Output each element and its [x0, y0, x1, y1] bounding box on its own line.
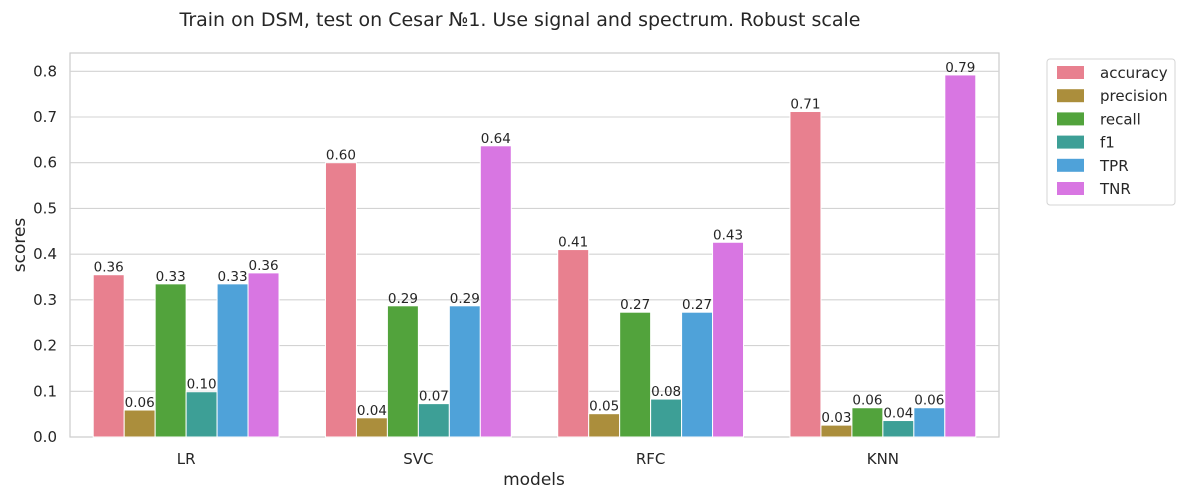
x-axis-label: models [503, 470, 565, 490]
bar-value-label: 0.06 [914, 393, 944, 409]
y-tick-label: 0.5 [33, 199, 57, 217]
bars-group [92, 74, 977, 438]
bar-tpr [448, 305, 481, 438]
bar-value-label: 0.27 [620, 297, 650, 313]
y-tick-label: 0.1 [33, 382, 57, 400]
legend-swatch [1057, 66, 1084, 79]
bar-recall [386, 305, 419, 438]
bar-labels-group: 0.360.060.330.100.330.360.600.040.290.07… [94, 60, 976, 426]
bar-f1 [417, 403, 450, 438]
bar-recall [154, 283, 187, 438]
legend-swatch [1057, 158, 1084, 172]
bar-value-label: 0.27 [682, 297, 712, 313]
bar-value-label: 0.29 [450, 291, 480, 307]
legend-label: precision [1100, 87, 1168, 105]
bar-tpr [216, 283, 249, 438]
x-axis-ticks: LR SVC RFC KNN [177, 450, 899, 468]
chart-title: Train on DSM, test on Cesar №1. Use sign… [179, 9, 861, 31]
bar-precision [355, 417, 388, 438]
legend: accuracy precision recall f1 TPR TNR [1046, 58, 1176, 206]
x-tick-label: SVC [403, 450, 433, 468]
legend-label: TPR [1099, 157, 1129, 175]
bar-value-label: 0.60 [326, 148, 356, 164]
bar-tpr [681, 311, 714, 438]
bar-f1 [882, 420, 915, 438]
bar-value-label: 0.03 [821, 410, 851, 426]
y-tick-label: 0.2 [33, 337, 57, 355]
x-tick-label: RFC [636, 450, 666, 468]
bar-accuracy [324, 162, 357, 438]
legend-swatch [1057, 112, 1084, 126]
bar-precision [588, 413, 621, 438]
y-tick-label: 0.3 [33, 291, 57, 309]
bar-tnr [479, 145, 512, 438]
y-tick-label: 0.4 [33, 245, 57, 263]
y-tick-label: 0.7 [33, 108, 57, 126]
bar-recall [619, 311, 652, 438]
y-tick-label: 0.0 [33, 428, 57, 446]
bar-value-label: 0.36 [94, 260, 124, 276]
bar-value-label: 0.33 [218, 269, 248, 285]
legend-label: TNR [1099, 180, 1131, 198]
bar-value-label: 0.10 [187, 377, 217, 393]
bar-tnr [247, 272, 280, 438]
bar-value-label: 0.71 [790, 97, 820, 113]
legend-swatch [1057, 135, 1084, 149]
legend-swatch [1057, 182, 1084, 195]
bar-value-label: 0.41 [558, 235, 588, 251]
legend-label: f1 [1100, 134, 1115, 152]
bar-value-label: 0.06 [852, 393, 882, 409]
bar-precision [820, 424, 853, 438]
x-tick-label: KNN [867, 450, 899, 468]
bar-value-label: 0.06 [125, 395, 155, 411]
bar-tnr [944, 74, 977, 438]
bar-accuracy [557, 249, 590, 438]
x-tick-label: LR [177, 450, 196, 468]
bar-tpr [913, 407, 946, 438]
bar-value-label: 0.04 [357, 403, 387, 419]
bar-value-label: 0.04 [883, 406, 913, 422]
bar-value-label: 0.64 [481, 131, 511, 147]
bar-value-label: 0.33 [156, 269, 186, 285]
y-tick-label: 0.8 [33, 62, 57, 80]
legend-label: recall [1100, 110, 1141, 128]
bar-value-label: 0.79 [945, 60, 975, 76]
bar-tnr [712, 241, 745, 438]
bar-recall [851, 407, 884, 438]
bar-value-label: 0.08 [651, 384, 681, 400]
bar-precision [123, 409, 156, 438]
bar-value-label: 0.43 [713, 227, 743, 243]
bar-value-label: 0.29 [388, 291, 418, 307]
bar-value-label: 0.05 [589, 399, 619, 415]
y-axis-label: scores [10, 218, 30, 273]
bar-f1 [650, 398, 683, 438]
legend-label: accuracy [1100, 64, 1168, 82]
bar-accuracy [789, 111, 822, 438]
bar-value-label: 0.07 [419, 389, 449, 405]
bar-f1 [185, 391, 218, 438]
bar-accuracy [92, 274, 125, 438]
legend-swatch [1057, 89, 1084, 103]
y-tick-label: 0.6 [33, 154, 57, 172]
bar-value-label: 0.36 [249, 258, 279, 274]
y-axis-ticks: 0.0 0.1 0.2 0.3 0.4 0.5 0.6 0.7 0.8 [33, 62, 57, 446]
